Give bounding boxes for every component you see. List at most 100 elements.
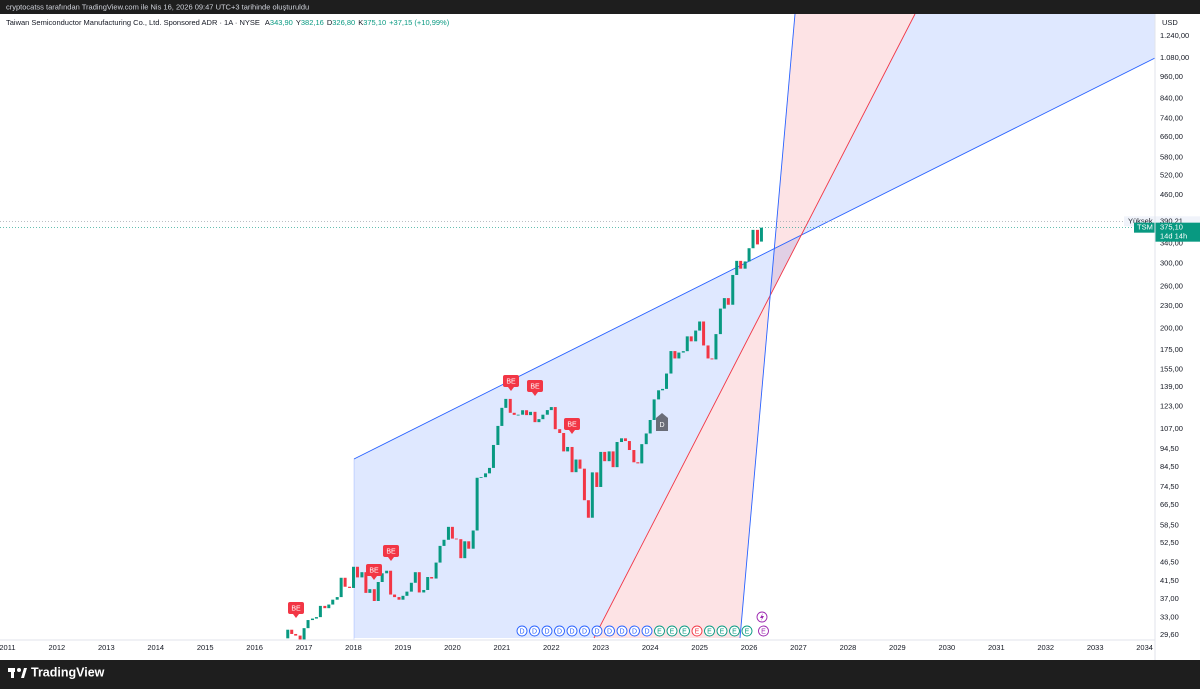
x-tick-label: 2025 <box>691 643 708 652</box>
event-circle[interactable] <box>741 625 753 637</box>
event-text: D <box>607 628 612 635</box>
candle-body <box>743 261 747 269</box>
candle-body <box>657 390 661 400</box>
symbol-header: Taiwan Semiconductor Manufacturing Co., … <box>6 18 450 27</box>
candle-body <box>521 410 525 415</box>
event-circle[interactable] <box>679 625 690 637</box>
x-tick-label: 2029 <box>889 643 906 652</box>
event-circle[interactable] <box>616 625 628 637</box>
flash-bolt <box>760 613 764 621</box>
badge-pointer <box>371 576 377 580</box>
y-tick-label: 29,60 <box>1160 630 1179 639</box>
candle-body <box>397 597 401 600</box>
brand: TradingView <box>31 665 105 679</box>
candle-body <box>454 538 458 540</box>
event-circle[interactable] <box>654 625 665 637</box>
x-tick-label: 2027 <box>790 643 807 652</box>
event-circle[interactable] <box>529 625 540 637</box>
event-circle[interactable] <box>591 625 603 637</box>
event-circle[interactable] <box>758 625 769 637</box>
header-part: +37,15 (+10,99%) <box>389 18 450 27</box>
event-circle[interactable] <box>579 625 590 637</box>
header-part: 382,16 <box>301 18 324 27</box>
candle-body <box>566 446 570 452</box>
candle-body <box>627 441 631 451</box>
candle-body <box>409 582 413 592</box>
candle-body <box>352 566 356 588</box>
candle-body <box>574 459 578 473</box>
earnings-badge[interactable] <box>383 545 399 557</box>
event-circle[interactable] <box>666 625 678 637</box>
candle-body <box>652 399 656 421</box>
header-part: 326,80 <box>332 18 355 27</box>
candle-body <box>739 260 743 269</box>
badge-text: BE <box>291 605 301 612</box>
earnings-badge[interactable] <box>503 375 519 387</box>
candle-body <box>360 572 364 578</box>
event-text: E <box>707 628 712 635</box>
y-tick-label: 107,00 <box>1160 424 1183 433</box>
candle-body <box>689 336 693 342</box>
y-tick-label: 580,00 <box>1160 153 1183 162</box>
header-part: 375,10 <box>363 18 386 27</box>
candle-body <box>664 373 668 389</box>
candle-body <box>694 330 698 342</box>
event-text: D <box>532 628 537 635</box>
x-tick-label: 2020 <box>444 643 461 652</box>
event-circle[interactable] <box>566 625 578 637</box>
candle-body <box>661 388 665 391</box>
event-circle[interactable] <box>629 625 640 637</box>
candle-body <box>751 229 755 249</box>
high-name: Yüksek <box>1128 216 1153 225</box>
candle-body <box>722 298 726 309</box>
candle-body <box>714 334 718 360</box>
attribution: cryptocatss tarafından TradingView.com i… <box>6 2 309 11</box>
event-text: E <box>720 628 725 635</box>
candle-body <box>393 594 397 598</box>
candle-body <box>759 227 763 242</box>
event-circle[interactable] <box>716 625 728 637</box>
candle-body <box>698 321 702 331</box>
candle-body <box>525 410 529 416</box>
earnings-badge[interactable] <box>288 602 304 614</box>
dividend-badge[interactable] <box>656 413 668 431</box>
y-tick-label: 1.240,00 <box>1160 31 1189 40</box>
event-text: E <box>732 628 737 635</box>
event-circle[interactable] <box>691 625 703 637</box>
candle-body <box>479 477 483 478</box>
y-tick-label: 960,00 <box>1160 72 1183 81</box>
candle-body <box>553 407 557 430</box>
earnings-badge[interactable] <box>564 418 580 430</box>
event-circle[interactable] <box>729 625 740 637</box>
earnings-badge[interactable] <box>366 564 382 576</box>
earnings-badge[interactable] <box>527 380 543 392</box>
event-text: D <box>557 628 562 635</box>
candle-body <box>500 407 504 426</box>
candle-body <box>327 604 331 609</box>
event-text: D <box>594 628 599 635</box>
candle-body <box>640 444 644 464</box>
fan-line <box>739 14 796 639</box>
event-text: D <box>644 628 649 635</box>
event-circle[interactable] <box>641 625 653 637</box>
event-circle[interactable] <box>604 625 615 637</box>
event-text: E <box>745 628 750 635</box>
event-circle[interactable] <box>704 625 715 637</box>
top-bar <box>0 0 1200 14</box>
candle-body <box>747 248 751 262</box>
symbol-box <box>1134 222 1155 233</box>
event-circle[interactable] <box>554 625 565 637</box>
candle-body <box>335 597 339 600</box>
candle-body <box>603 451 607 462</box>
badge-text: BE <box>506 378 516 385</box>
candle-body <box>491 444 495 468</box>
y-tick-label: 37,00 <box>1160 594 1179 603</box>
event-circle[interactable] <box>516 625 528 637</box>
candle-body <box>673 351 677 359</box>
y-tick-label: 94,50 <box>1160 444 1179 453</box>
event-text: E <box>682 628 687 635</box>
y-tick-label: 155,00 <box>1160 364 1183 373</box>
event-circle[interactable] <box>541 625 553 637</box>
candle-body <box>615 442 619 468</box>
candle-body <box>562 432 566 452</box>
